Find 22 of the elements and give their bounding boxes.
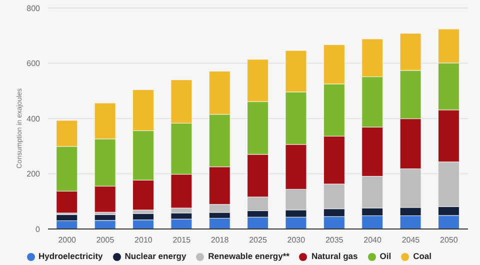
x-tick-label: 2050 — [440, 236, 458, 245]
legend-label: Renewable energy** — [208, 251, 290, 261]
legend-label: Nuclear energy — [124, 251, 186, 261]
legend-label: Coal — [413, 251, 432, 261]
legend-label: Hydroelectricity — [38, 251, 103, 261]
y-tick-label: 0 — [36, 224, 41, 234]
x-tick-label: 2025 — [249, 236, 268, 245]
y-tick-label: 600 — [26, 59, 41, 68]
x-tick-label: 2030 — [287, 236, 306, 245]
x-tick-label: 2045 — [402, 236, 420, 245]
x-tick-label: 2040 — [364, 236, 382, 245]
x-tick-label: 2018 — [210, 236, 230, 245]
x-tick-label: 2000 — [58, 236, 77, 245]
x-tick-label: 2010 — [134, 236, 153, 245]
legend-label: Natural gas — [311, 251, 358, 261]
y-tick-label: 800 — [26, 4, 41, 13]
y-tick-label: 400 — [26, 114, 41, 124]
x-tick-label: 2005 — [96, 236, 115, 245]
y-tick-label: 200 — [26, 170, 41, 179]
x-tick-label: 2015 — [172, 236, 192, 245]
legend-label: Oil — [380, 251, 392, 261]
x-tick-label: 2035 — [325, 236, 344, 245]
